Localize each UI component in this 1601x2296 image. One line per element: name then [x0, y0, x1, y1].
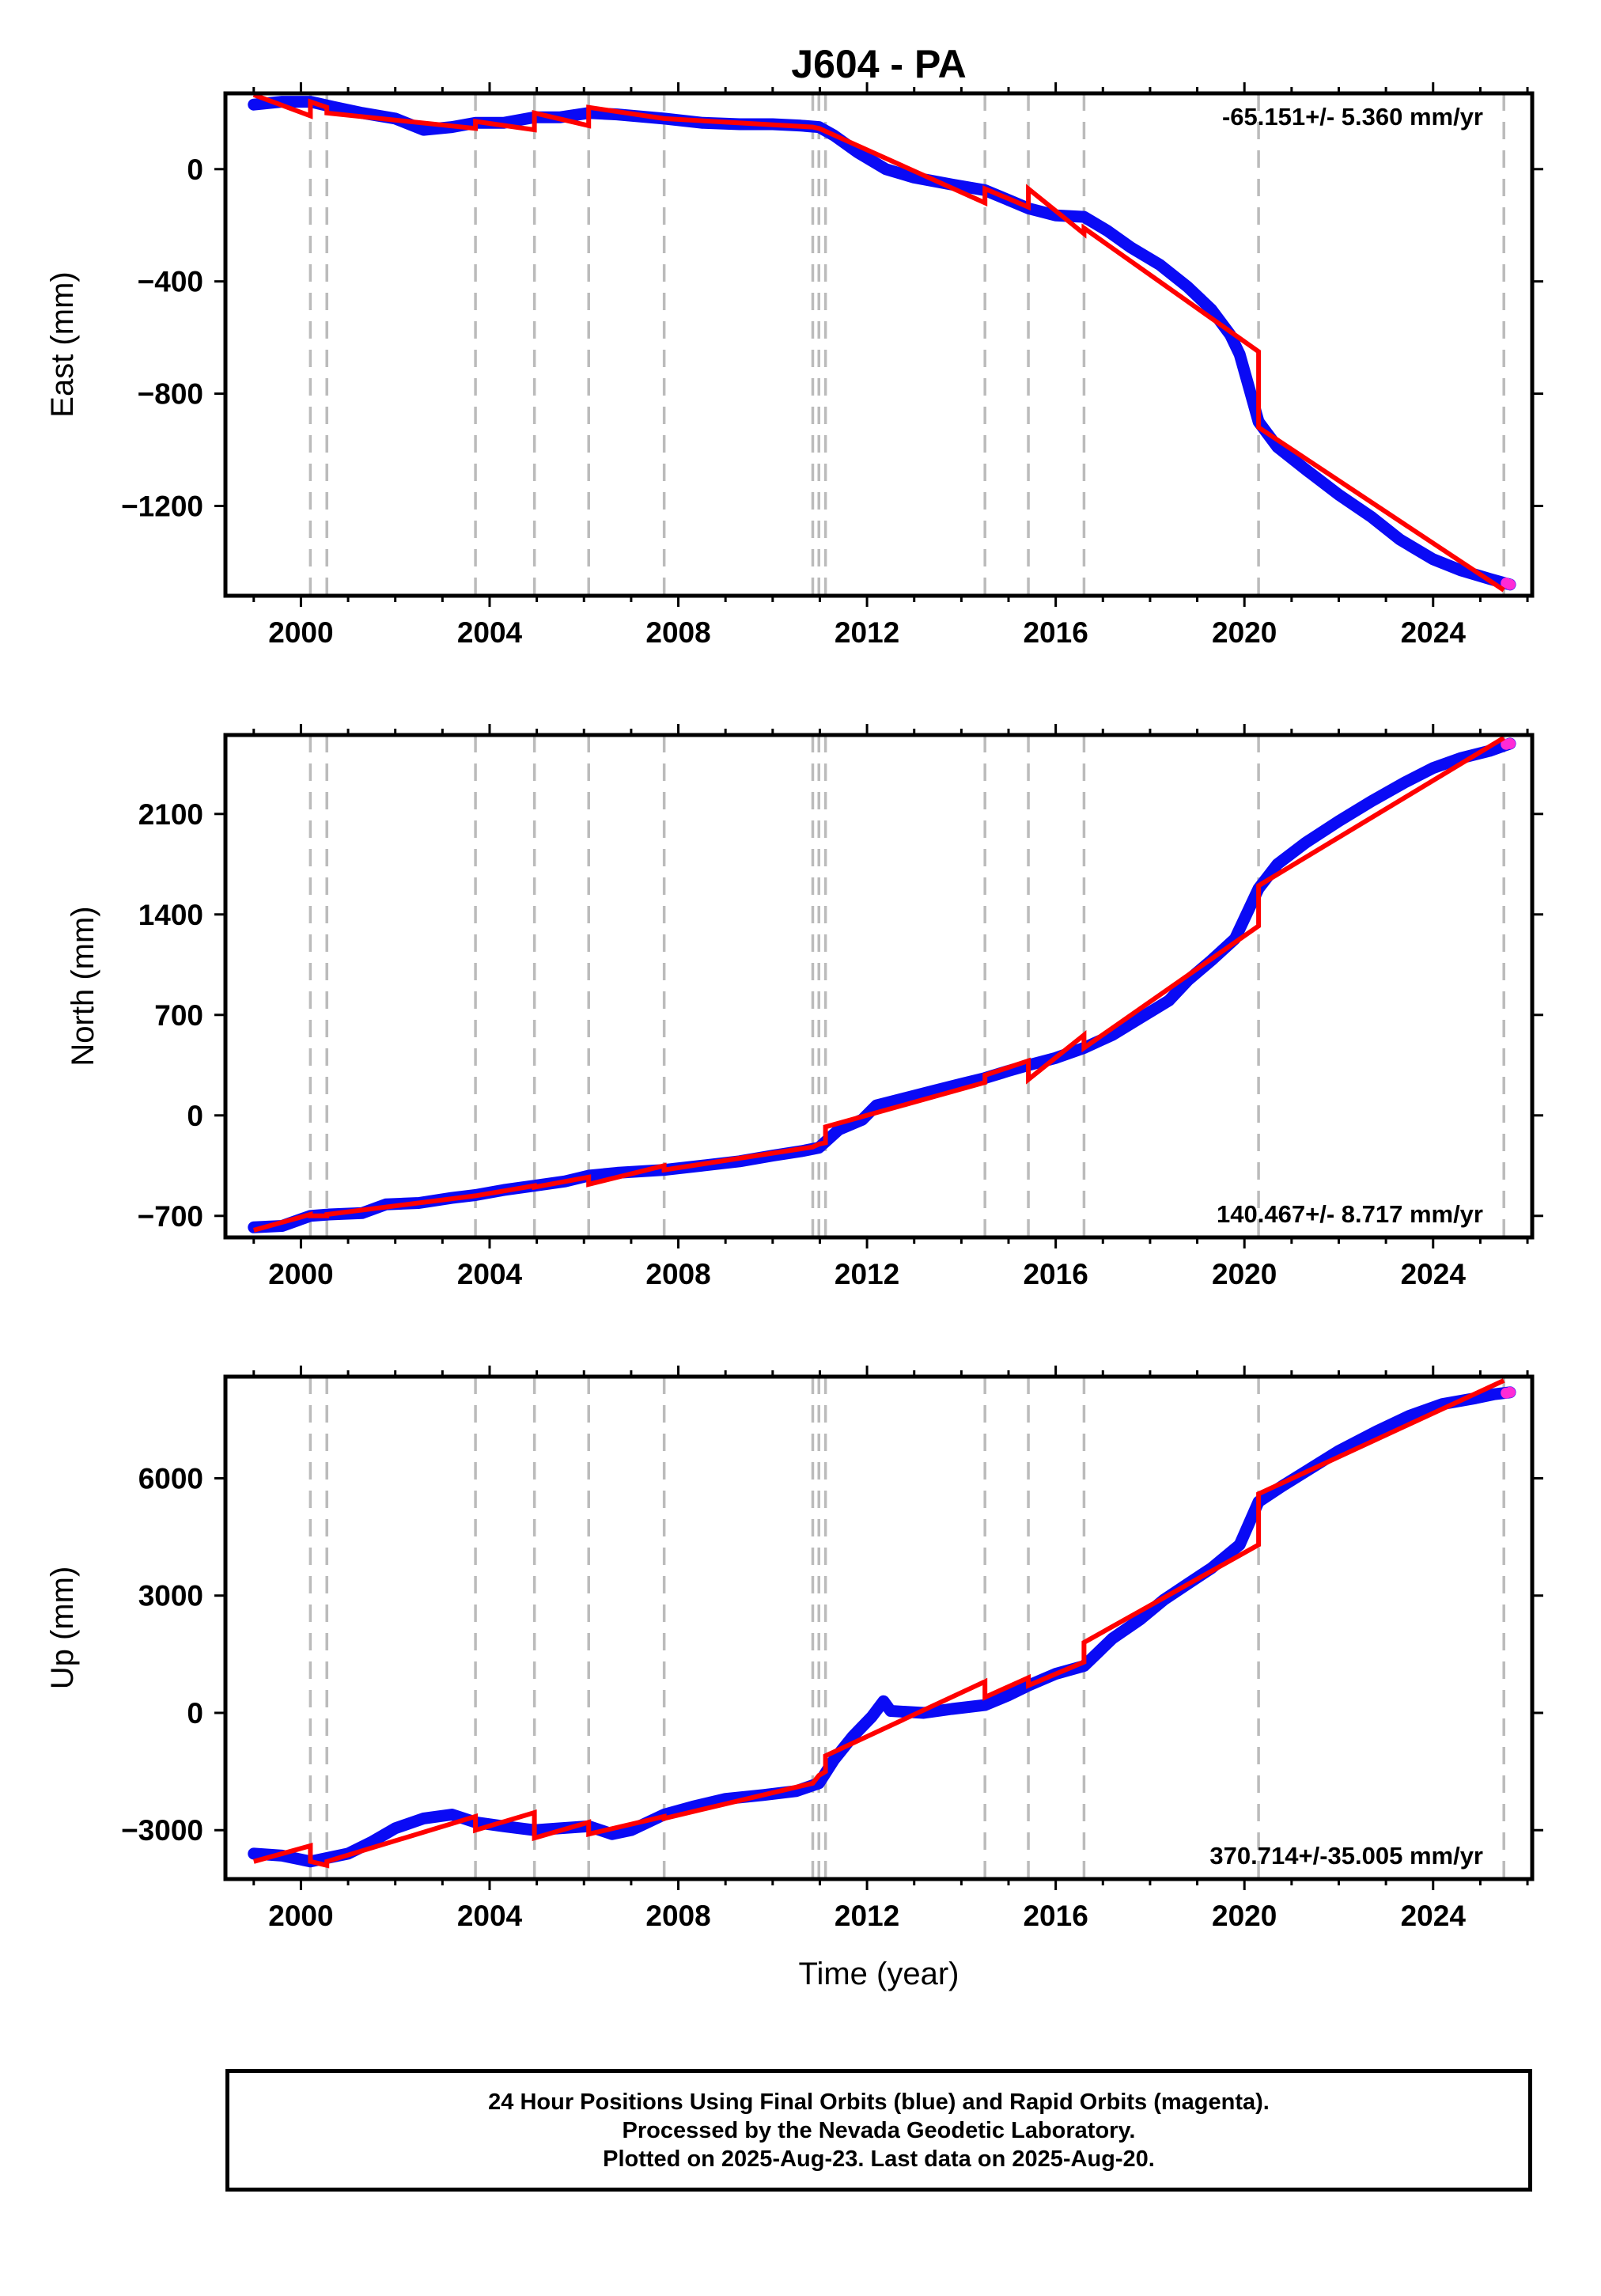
- up-y-tick-label-0: 6000: [138, 1462, 203, 1495]
- east-model-line: [252, 93, 1505, 593]
- east-plot-area: [248, 93, 1516, 593]
- east-final-orbit-series: [248, 96, 1516, 591]
- east-y-axis-label: East (mm): [45, 271, 80, 417]
- east-x-tick-label-2004: 2004: [457, 616, 523, 649]
- north-y-tick-label-0: 2100: [138, 798, 203, 831]
- footer-line-2: Processed by the Nevada Geodetic Laborat…: [622, 2117, 1136, 2143]
- east-y-tick-label-2: −800: [138, 378, 203, 411]
- north-x-tick-label-2000: 2000: [268, 1258, 333, 1290]
- east-x-tick-label-2000: 2000: [268, 616, 333, 649]
- north-y-tick-label-4: −700: [138, 1200, 203, 1233]
- north-frame: [223, 733, 1535, 1240]
- up-model-line: [253, 1378, 1505, 1869]
- up-x-tick-label-2008: 2008: [645, 1900, 710, 1932]
- east-y-tick-label-1: −400: [138, 266, 203, 298]
- x-axis-label: Time (year): [799, 1957, 959, 1991]
- north-y-tick-label-3: 0: [187, 1100, 203, 1132]
- east-x-tick-label-2020: 2020: [1212, 616, 1277, 649]
- north-rapid-orbit-point-1: [1504, 737, 1516, 749]
- east-frame: [223, 91, 1535, 598]
- up-y-tick-label-2: 0: [187, 1697, 203, 1730]
- north-x-tick-label-2016: 2016: [1023, 1258, 1088, 1290]
- east-x-tick-label-2012: 2012: [835, 616, 899, 649]
- up-y-tick-label-3: −3000: [121, 1814, 203, 1847]
- north-final-orbit-series: [248, 737, 1516, 1233]
- up-rapid-orbit-point-1: [1504, 1386, 1516, 1398]
- east-x-tick-label-2016: 2016: [1023, 616, 1088, 649]
- north-x-tick-label-2008: 2008: [645, 1258, 710, 1290]
- up-x-tick-label-2016: 2016: [1023, 1900, 1088, 1932]
- north-panel: 2000 2004 2008 2012 2016 2020 2024 2100 1400 700 0…: [66, 724, 1543, 1290]
- up-y-axis-label: Up (mm): [45, 1567, 80, 1690]
- north-x-tick-label-2004: 2004: [457, 1258, 523, 1290]
- east-rapid-orbit-point-1: [1504, 578, 1516, 590]
- north-rate-label: 140.467+/- 8.717 mm/yr: [1217, 1200, 1483, 1228]
- north-y-tick-label-1: 1400: [138, 899, 203, 931]
- footer-box: 24 Hour Positions Using Final Orbits (bl…: [225, 2069, 1532, 2192]
- north-x-tick-label-2024: 2024: [1401, 1258, 1467, 1290]
- up-x-tick-label-2024: 2024: [1401, 1900, 1467, 1932]
- east-y-tick-label-3: −1200: [121, 490, 203, 522]
- north-y-axis-label: North (mm): [66, 906, 100, 1066]
- panels: 2000 2004 2008 2012 2016 2020 2024 0 −400 −800 −12…: [45, 82, 1543, 1932]
- footer-line-1: 24 Hour Positions Using Final Orbits (bl…: [488, 2089, 1270, 2115]
- up-frame: [223, 1374, 1535, 1881]
- east-x-tick-label-2008: 2008: [645, 616, 710, 649]
- north-y-tick-label-2: 700: [154, 999, 203, 1032]
- footer-line-3: Plotted on 2025-Aug-23. Last data on 202…: [603, 2146, 1155, 2172]
- up-y-tick-label-1: 3000: [138, 1580, 203, 1612]
- up-x-tick-label-2000: 2000: [268, 1900, 333, 1932]
- east-rate-label: -65.151+/- 5.360 mm/yr: [1222, 103, 1483, 131]
- up-rate-label: 370.714+/-35.005 mm/yr: [1209, 1842, 1483, 1870]
- up-x-tick-label-2004: 2004: [457, 1900, 523, 1932]
- up-panel: 2000 2004 2008 2012 2016 2020 2024 6000 3000 0 −30…: [45, 1366, 1543, 1932]
- east-x-tick-label-2024: 2024: [1401, 616, 1467, 649]
- north-x-tick-label-2012: 2012: [835, 1258, 899, 1290]
- north-model-line: [252, 736, 1505, 1233]
- north-x-tick-label-2020: 2020: [1212, 1258, 1277, 1290]
- north-plot-area: [248, 736, 1516, 1233]
- east-panel: 2000 2004 2008 2012 2016 2020 2024 0 −400 −800 −12…: [45, 82, 1543, 649]
- up-x-tick-label-2012: 2012: [835, 1900, 899, 1932]
- up-final-orbit-series: [248, 1386, 1516, 1868]
- up-x-tick-label-2020: 2020: [1212, 1900, 1277, 1932]
- chart-title: J604 - PA: [791, 42, 966, 86]
- east-y-tick-label-0: 0: [187, 153, 203, 186]
- up-plot-area: [248, 1378, 1516, 1869]
